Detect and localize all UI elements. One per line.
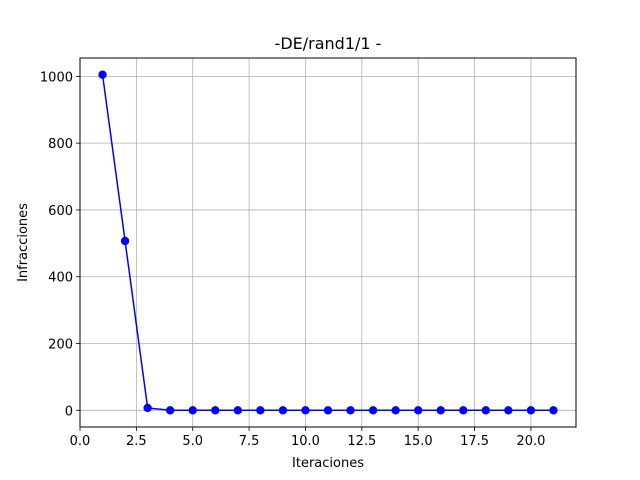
- y-tick-label: 600: [48, 204, 73, 219]
- x-tick-label: 20.0: [516, 434, 545, 449]
- data-point: [188, 406, 197, 415]
- y-tick-label: 200: [48, 338, 73, 353]
- y-tick-label: 1000: [40, 70, 73, 85]
- chart-title: -DE/rand1/1 -: [275, 34, 382, 53]
- x-tick-label: 15.0: [404, 434, 433, 449]
- y-tick-label: 0: [65, 404, 73, 419]
- x-tick-label: 2.5: [126, 434, 147, 449]
- data-point: [549, 406, 558, 415]
- x-tick-label: 7.5: [239, 434, 260, 449]
- data-point: [526, 406, 536, 415]
- y-tick-label: 800: [48, 137, 73, 152]
- data-point: [504, 406, 513, 415]
- x-axis: 0.0 2.5 5.0 7.5 10.0 12.5 15.0 17.5 20.0: [70, 427, 545, 449]
- data-point: [368, 406, 378, 415]
- x-axis-label: Iteraciones: [292, 456, 364, 471]
- data-point: [233, 406, 243, 415]
- data-point: [278, 406, 288, 415]
- x-tick-label: 17.5: [460, 434, 489, 449]
- data-point: [301, 406, 310, 415]
- data-point: [98, 70, 107, 79]
- data-point: [413, 406, 423, 415]
- x-tick-label: 5.0: [182, 434, 203, 449]
- x-tick-label: 12.5: [347, 434, 376, 449]
- data-point: [211, 406, 220, 415]
- data-point: [256, 406, 265, 415]
- data-point: [481, 406, 491, 415]
- data-point: [120, 236, 130, 246]
- x-tick-label: 10.0: [291, 434, 320, 449]
- data-point: [436, 406, 445, 415]
- y-tick-label: 400: [48, 271, 73, 286]
- data-point: [391, 406, 400, 415]
- data-point: [346, 406, 355, 415]
- grid: [79, 58, 576, 427]
- data-point: [323, 406, 333, 415]
- data-point: [165, 406, 175, 415]
- data-point: [459, 406, 468, 415]
- series-layer: [98, 70, 558, 415]
- plot-frame: [79, 57, 577, 428]
- y-axis: 0 200 400 600 800 1000: [40, 70, 80, 419]
- data-point: [143, 403, 152, 413]
- y-axis-label: Infracciones: [16, 203, 31, 282]
- x-tick-label: 0.0: [70, 434, 91, 449]
